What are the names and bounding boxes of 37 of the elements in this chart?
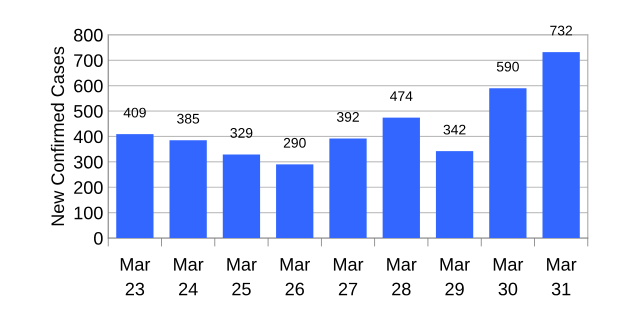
x-tick-label: Mar 29	[440, 258, 470, 296]
data-label: 290	[284, 138, 306, 148]
x-tick-label: Mar 30	[494, 258, 524, 296]
y-tick-label: 100	[74, 206, 103, 220]
bar	[170, 140, 207, 238]
data-label: 392	[336, 112, 359, 122]
data-label: 385	[177, 114, 200, 124]
bar	[382, 118, 420, 238]
x-tick-label: Mar 27	[334, 258, 364, 296]
data-label: 409	[124, 108, 146, 118]
y-tick-label: 500	[74, 104, 103, 118]
bar	[116, 134, 154, 238]
data-label: 474	[390, 91, 412, 101]
y-tick-label: 600	[74, 80, 103, 92]
bar	[436, 151, 474, 238]
x-tick-label: Mar 26	[280, 258, 310, 296]
x-tick-label: Mar 25	[227, 258, 257, 296]
bar	[489, 88, 527, 238]
data-label: 342	[444, 124, 466, 135]
x-tick-label: Mar 24	[174, 258, 204, 296]
y-axis-title: New Confirmed Cases	[50, 46, 64, 226]
y-tick-label: 200	[74, 181, 103, 194]
bar	[542, 52, 580, 238]
x-tick-label: Mar 28	[387, 258, 417, 296]
x-tick-label: Mar 31	[547, 258, 576, 296]
data-label: 329	[230, 128, 252, 138]
y-tick-label: 300	[74, 156, 103, 169]
bar	[222, 154, 260, 238]
bar	[276, 164, 314, 238]
data-label: 732	[550, 26, 572, 36]
x-tick-label: Mar 23	[120, 258, 150, 296]
bar	[329, 138, 367, 238]
y-tick-label: 700	[74, 54, 103, 67]
data-label: 590	[496, 62, 519, 72]
y-tick-label: 0	[94, 232, 103, 245]
y-tick-label: 800	[74, 28, 103, 42]
y-tick-label: 400	[74, 130, 103, 144]
